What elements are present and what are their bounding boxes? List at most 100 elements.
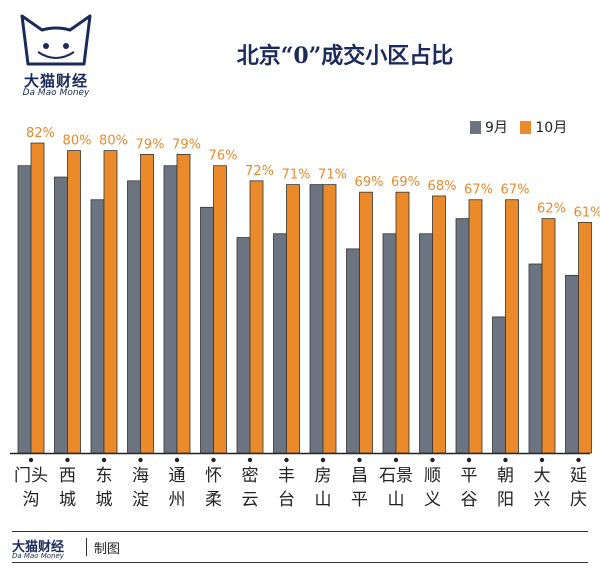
x-tick-label-7-0: 丰 — [278, 466, 295, 486]
x-tick-label-15-0: 延 — [570, 466, 587, 486]
data-label-13: 67% — [501, 183, 530, 198]
bar-oct-12 — [468, 199, 483, 454]
x-tick-label-12-1: 谷 — [461, 490, 478, 510]
tick-mark-8 — [320, 457, 326, 463]
x-tick-label-13-0: 朝 — [497, 466, 514, 486]
tick-mark-12 — [466, 457, 472, 463]
tick-mark-0 — [28, 457, 34, 463]
x-tick-label-8-0: 房 — [315, 466, 332, 486]
x-tick-label-11-0: 顺 — [424, 466, 441, 486]
bar-oct-3 — [140, 153, 154, 454]
data-label-6: 72% — [245, 164, 274, 179]
legend-item-sep: 9月 — [470, 117, 508, 137]
x-tick-label-14-1: 兴 — [534, 490, 551, 510]
bar-oct-15 — [578, 222, 592, 454]
data-label-5: 76% — [209, 149, 238, 164]
tick-mark-1 — [65, 457, 70, 463]
bar-sep-0 — [17, 165, 32, 454]
bar-oct-1 — [67, 150, 81, 454]
bar-sep-15 — [565, 274, 579, 454]
x-tick-label-0-1: 沟 — [23, 490, 40, 510]
bar-oct-6 — [249, 180, 264, 454]
bar-sep-5 — [200, 206, 214, 454]
legend-swatch-oct — [520, 120, 532, 134]
bar-oct-0 — [30, 142, 45, 454]
chart-title: 北京“0”成交小区占比 — [236, 43, 454, 69]
tick-mark-3 — [138, 457, 143, 463]
legend-label-oct: 10月 — [535, 120, 568, 136]
tick-mark-6 — [247, 457, 253, 463]
bar-sep-1 — [54, 176, 68, 454]
bar-oct-9 — [359, 191, 373, 454]
bar-sep-3 — [127, 180, 141, 454]
x-tick-label-7-1: 台 — [278, 490, 295, 510]
x-tick-label-4-1: 州 — [169, 490, 186, 510]
bar-sep-14 — [528, 263, 543, 454]
x-tick-label-2-1: 城 — [96, 490, 113, 510]
x-tick-label-12-0: 平 — [461, 466, 478, 486]
x-tick-label-11-1: 义 — [424, 490, 441, 510]
x-tick-label-3-0: 海 — [132, 466, 149, 486]
footer-divider — [86, 538, 87, 556]
bar-oct-14 — [541, 218, 556, 454]
x-tick-label-5-1: 柔 — [205, 490, 222, 510]
bar-sep-10 — [382, 233, 397, 454]
tick-mark-10 — [393, 457, 399, 463]
data-label-7: 71% — [282, 168, 311, 183]
footer-brand-en: Da Mao Money — [12, 552, 64, 560]
tick-mark-4 — [174, 457, 180, 463]
tick-mark-9 — [357, 457, 362, 463]
x-tick-label-9-1: 平 — [351, 490, 368, 510]
data-label-3: 79% — [136, 137, 165, 152]
data-label-10: 69% — [391, 175, 420, 190]
bar-oct-13 — [505, 199, 519, 454]
legend-swatch-sep — [470, 120, 481, 134]
bar-sep-11 — [419, 233, 433, 454]
data-label-4: 79% — [172, 137, 201, 152]
tick-mark-7 — [284, 457, 289, 463]
tick-mark-11 — [430, 457, 435, 463]
bar-sep-12 — [455, 218, 470, 454]
footer-bottom-rule — [12, 562, 588, 563]
data-label-1: 80% — [63, 134, 92, 149]
data-label-9: 69% — [355, 175, 384, 190]
bar-oct-10 — [395, 191, 410, 454]
x-tick-label-1-1: 城 — [59, 490, 76, 510]
bar-sep-13 — [492, 316, 506, 454]
x-tick-label-0-0: 门头 — [14, 466, 48, 486]
bar-oct-11 — [432, 195, 446, 454]
data-label-0: 82% — [26, 126, 55, 141]
bar-oct-5 — [213, 165, 227, 454]
bar-oct-8 — [322, 184, 337, 454]
bar-sep-6 — [236, 237, 251, 454]
bar-sep-4 — [163, 165, 178, 454]
bar-sep-8 — [309, 184, 324, 454]
data-label-15: 61% — [574, 205, 600, 220]
chart-legend: 9月 10月 — [470, 117, 575, 138]
data-label-8: 71% — [318, 168, 347, 183]
x-tick-label-4-0: 通 — [169, 466, 186, 486]
x-tick-label-8-1: 山 — [315, 490, 332, 510]
x-tick-label-15-1: 庆 — [570, 490, 587, 510]
x-tick-label-2-0: 东 — [96, 466, 113, 486]
data-label-11: 68% — [428, 179, 457, 194]
data-label-2: 80% — [99, 134, 128, 149]
x-tick-label-10-1: 山 — [388, 490, 405, 510]
logo: 大猫财经 Da Mao Money — [8, 6, 104, 98]
x-tick-label-5-0: 怀 — [205, 466, 222, 486]
legend-label-sep: 9月 — [485, 120, 508, 136]
bar-oct-7 — [286, 184, 300, 454]
bar-sep-2 — [90, 199, 105, 454]
tick-mark-5 — [211, 457, 216, 463]
footer-brand: 大猫财经 — [12, 540, 65, 555]
logo-name: 大猫财经 — [23, 72, 88, 90]
x-tick-label-6-0: 密 — [242, 466, 259, 486]
bar-sep-7 — [273, 233, 287, 454]
tick-mark-14 — [539, 457, 545, 463]
bar-chart: 82% 门头沟 80% 西城 80% 东城 79% 海淀 79% 通州 76% 怀柔 72% 密云 71% 丰… — [10, 126, 600, 510]
footer: 大猫财经 Da Mao Money 制图 — [12, 531, 588, 563]
legend-item-oct: 10月 — [520, 117, 567, 137]
data-label-14: 62% — [537, 202, 566, 217]
bar-sep-9 — [346, 248, 360, 454]
bar-oct-2 — [103, 150, 118, 454]
